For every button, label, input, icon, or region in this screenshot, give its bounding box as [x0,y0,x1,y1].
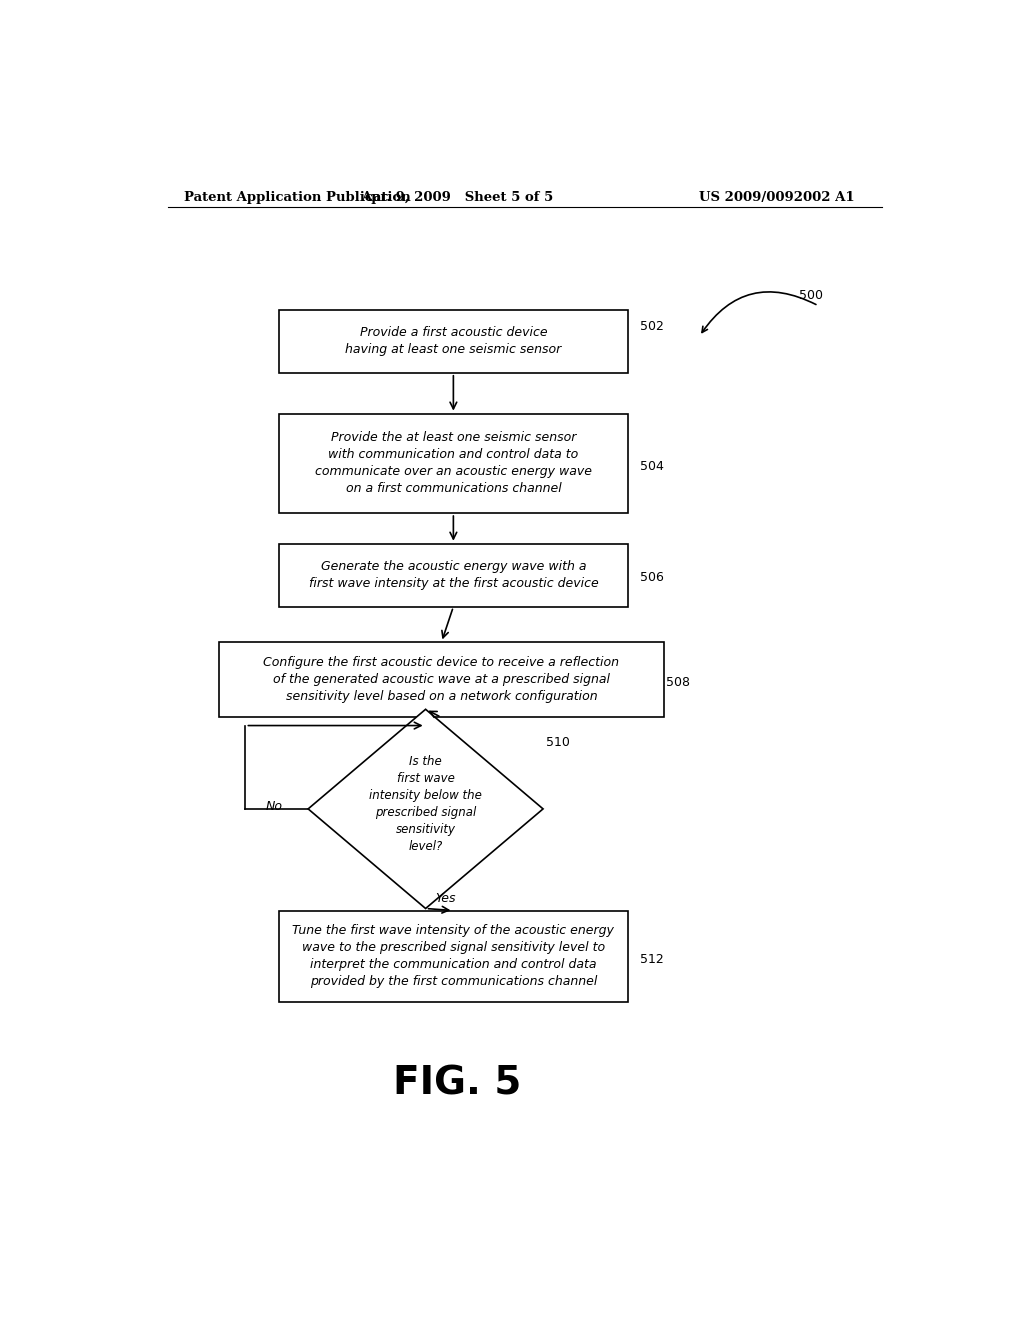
Bar [279,413,628,513]
Text: Is the
first wave
intensity below the
prescribed signal
sensitivity
level?: Is the first wave intensity below the pr… [370,755,482,853]
Text: 504: 504 [640,459,664,473]
Text: Provide the at least one seismic sensor
with communication and control data to
c: Provide the at least one seismic sensor … [314,432,592,495]
Text: Patent Application Publication: Patent Application Publication [183,190,411,203]
Bar [279,911,628,1002]
Bar [279,310,628,372]
Text: 506: 506 [640,570,664,583]
Bar [279,544,628,607]
Text: 512: 512 [640,953,664,966]
Text: 500: 500 [799,289,822,302]
Text: Tune the first wave intensity of the acoustic energy
wave to the prescribed sign: Tune the first wave intensity of the aco… [293,924,614,989]
Text: 510: 510 [546,737,570,750]
Bar [219,643,664,718]
Text: US 2009/0092002 A1: US 2009/0092002 A1 [699,190,855,203]
Text: Apr. 9, 2009   Sheet 5 of 5: Apr. 9, 2009 Sheet 5 of 5 [361,190,553,203]
Text: 508: 508 [666,676,690,689]
Text: Configure the first acoustic device to receive a reflection
of the generated aco: Configure the first acoustic device to r… [263,656,620,704]
Text: 502: 502 [640,319,664,333]
Text: Yes: Yes [435,892,456,904]
Text: No: No [266,800,283,813]
Text: Generate the acoustic energy wave with a
first wave intensity at the first acous: Generate the acoustic energy wave with a… [308,560,598,590]
FancyArrowPatch shape [702,292,816,333]
Polygon shape [308,709,543,908]
Text: FIG. 5: FIG. 5 [393,1064,521,1102]
Text: Provide a first acoustic device
having at least one seismic sensor: Provide a first acoustic device having a… [345,326,561,356]
